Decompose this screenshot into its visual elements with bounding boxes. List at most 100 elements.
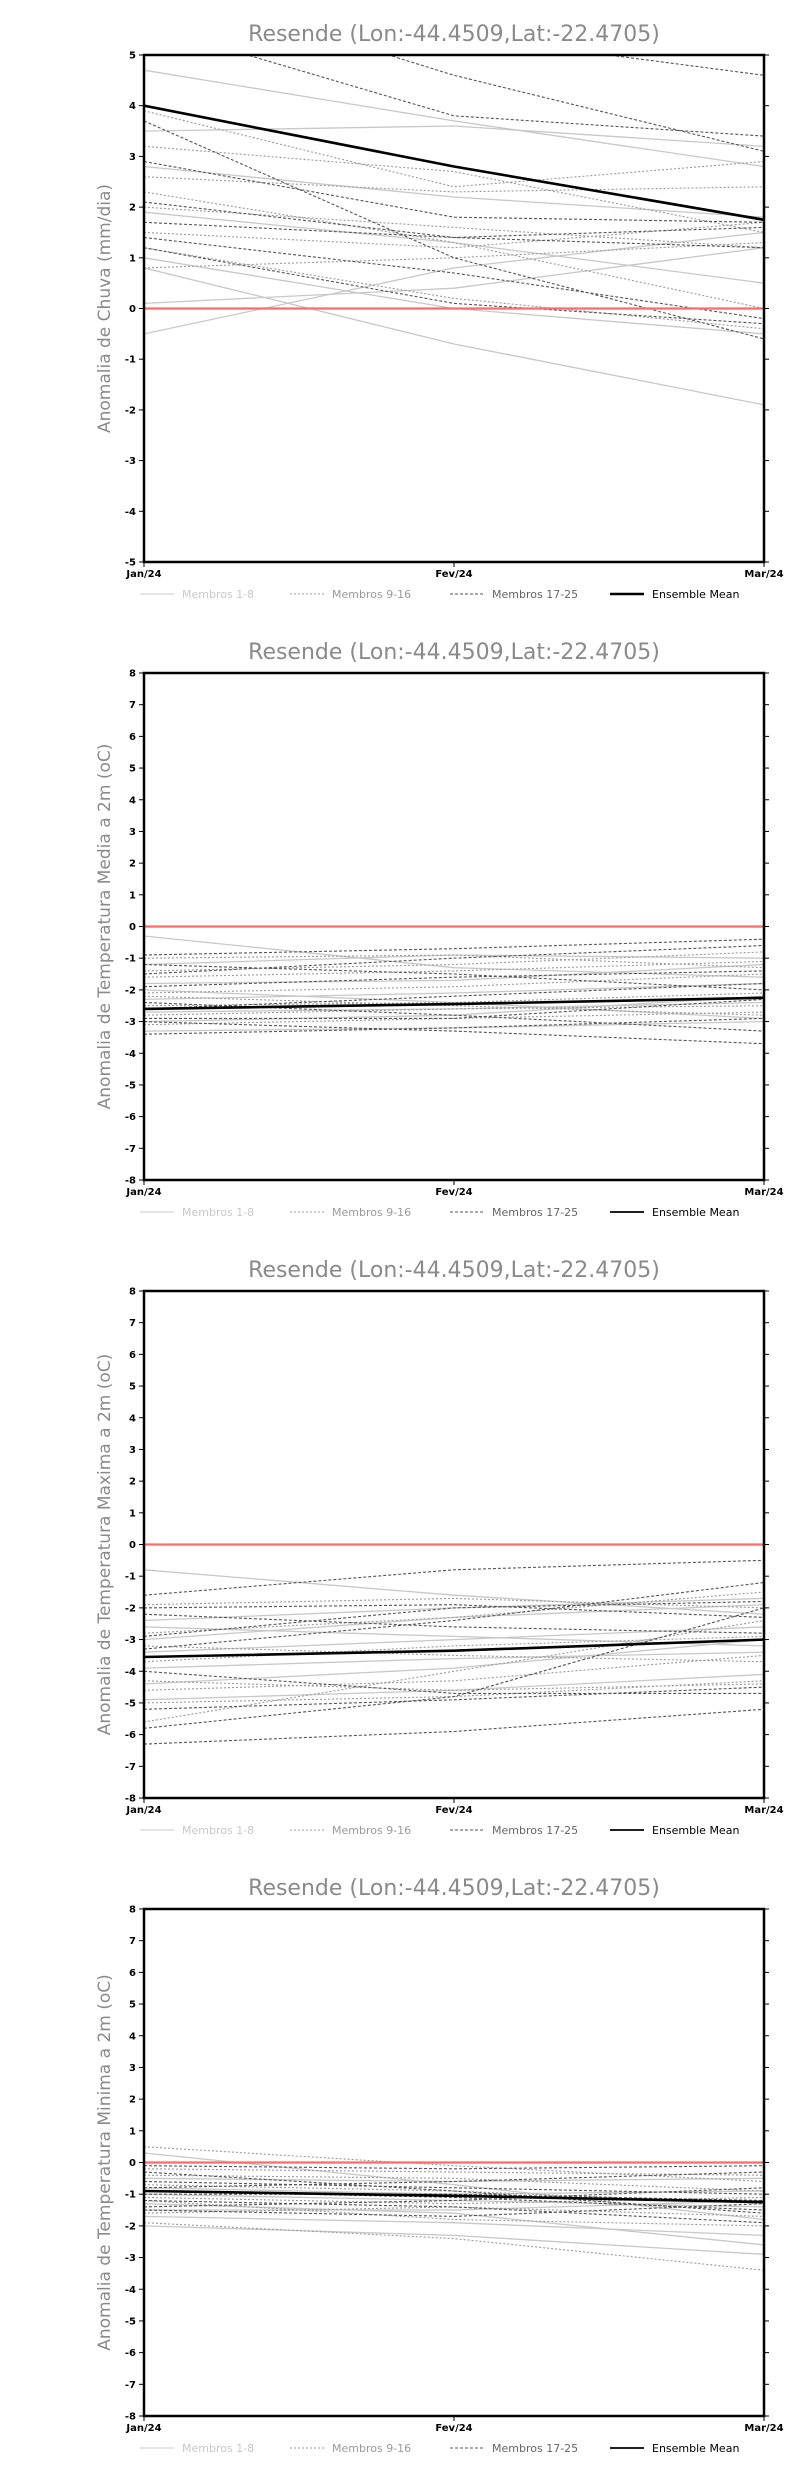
series-line-member bbox=[144, 2165, 764, 2170]
legend: Membros 1-8 Membros 9-16 Membros 17-25 Ense… bbox=[140, 2442, 739, 2455]
legend-label: Ensemble Mean bbox=[652, 1206, 739, 1219]
series-line-member bbox=[144, 211, 764, 284]
y-tick-label: 3 bbox=[129, 152, 136, 163]
series-line-member bbox=[144, 1600, 764, 1637]
series-line-member bbox=[144, 2193, 764, 2202]
series-line-member bbox=[144, 1680, 764, 1704]
y-tick-label: 5 bbox=[129, 1382, 136, 1393]
y-tick-label: -6 bbox=[125, 1112, 136, 1123]
y-tick-label: 7 bbox=[129, 700, 136, 711]
x-tick-label: Fev/24 bbox=[435, 1805, 472, 1816]
y-tick-label: -5 bbox=[125, 1698, 136, 1709]
series-line-member bbox=[144, 1673, 764, 1701]
series-line-member bbox=[144, 120, 764, 340]
series-line-member bbox=[144, 1635, 764, 1663]
x-tick-label: Mar/24 bbox=[744, 1805, 783, 1816]
y-tick-label: -7 bbox=[125, 1144, 136, 1155]
y-tick-label: -6 bbox=[125, 2348, 136, 2359]
series-line-member bbox=[144, 951, 764, 972]
series-line-member bbox=[144, 1613, 764, 1634]
y-tick-label: -3 bbox=[125, 1635, 136, 1646]
x-tick-label: Jan/24 bbox=[125, 2423, 161, 2434]
series-line-member bbox=[144, 960, 764, 978]
series-line-member bbox=[144, 221, 764, 249]
series-line-member bbox=[144, 1651, 764, 1669]
series-line-ensemble-mean bbox=[144, 2189, 764, 2204]
legend-label: Ensemble Mean bbox=[652, 2442, 739, 2455]
series-line-member bbox=[144, 201, 764, 249]
y-tick-label: 0 bbox=[129, 1540, 136, 1551]
series-line-member bbox=[144, 191, 764, 310]
series-line-member bbox=[144, 247, 764, 325]
chart-title: Resende (Lon:-44.4509,Lat:-22.4705) bbox=[248, 640, 660, 665]
series-line-member bbox=[144, 2203, 764, 2217]
series-line-member bbox=[144, 125, 764, 147]
y-tick-label: 3 bbox=[129, 827, 136, 838]
series-line-member bbox=[386, 55, 764, 152]
chart-panel-3: Resende (Lon:-44.4509,Lat:-22.4705) Anoma… bbox=[95, 1258, 784, 1837]
y-tick-label: -2 bbox=[125, 2221, 136, 2232]
y-tick-label: -6 bbox=[125, 1730, 136, 1741]
plot-frame bbox=[142, 1907, 766, 2418]
x-tick-label: Mar/24 bbox=[744, 1187, 783, 1198]
series-line-member bbox=[144, 992, 764, 1007]
y-tick-label: 3 bbox=[129, 2063, 136, 2074]
series-line-member bbox=[144, 2146, 764, 2183]
plot-area bbox=[144, 1543, 764, 1745]
y-tick-label: 4 bbox=[129, 2031, 136, 2042]
series-line-member bbox=[144, 206, 764, 249]
y-tick-label: -8 bbox=[125, 1794, 136, 1805]
legend-label: Membros 17-25 bbox=[492, 1206, 578, 1219]
series-line-member bbox=[144, 982, 764, 1001]
y-tick-label: -4 bbox=[125, 507, 136, 518]
chart-panel-1: Resende (Lon:-44.4509,Lat:-22.4705) Anoma… bbox=[95, 22, 784, 601]
series-line-member bbox=[144, 1559, 764, 1596]
series-line-member bbox=[144, 1619, 764, 1723]
y-tick-label: -1 bbox=[125, 355, 136, 366]
chart-panel-2: Resende (Lon:-44.4509,Lat:-22.4705) Anoma… bbox=[95, 640, 784, 1219]
y-tick-label: 0 bbox=[129, 304, 136, 315]
series-line-member bbox=[144, 1604, 764, 1641]
y-tick-label: -2 bbox=[125, 405, 136, 416]
x-tick-label: Fev/24 bbox=[435, 2423, 472, 2434]
y-tick-label: -4 bbox=[125, 2285, 136, 2296]
y-tick-label: -2 bbox=[125, 1603, 136, 1614]
series-line-member bbox=[144, 1001, 764, 1013]
series-line-member bbox=[144, 2215, 764, 2237]
series-line-member bbox=[144, 970, 764, 988]
series-line-member bbox=[144, 998, 764, 1019]
y-tick-label: 2 bbox=[129, 2095, 136, 2106]
y-tick-label: 5 bbox=[129, 764, 136, 775]
legend: Membros 1-8 Membros 9-16 Membros 17-25 Ense… bbox=[140, 588, 739, 601]
plot-area bbox=[144, 925, 764, 1045]
chart-title: Resende (Lon:-44.4509,Lat:-22.4705) bbox=[248, 1876, 660, 1901]
legend-label: Membros 17-25 bbox=[492, 588, 578, 601]
y-tick-label: 6 bbox=[129, 732, 136, 743]
legend-label: Ensemble Mean bbox=[652, 1824, 739, 1837]
plot-frame bbox=[142, 1289, 766, 1800]
x-tick-label: Jan/24 bbox=[125, 1805, 161, 1816]
series-line-member bbox=[144, 160, 764, 223]
y-axis-label: Anomalia de Chuva (mm/dia) bbox=[95, 184, 115, 433]
series-line-member bbox=[144, 1597, 764, 1609]
legend-label: Membros 17-25 bbox=[492, 1824, 578, 1837]
plot-frame bbox=[142, 671, 766, 1182]
y-tick-label: 8 bbox=[129, 1905, 136, 1916]
series-line-member bbox=[144, 2199, 764, 2224]
y-tick-label: 1 bbox=[129, 2126, 136, 2137]
legend-label: Membros 17-25 bbox=[492, 2442, 578, 2455]
series-line-member bbox=[144, 165, 764, 218]
chart-panel-4: Resende (Lon:-44.4509,Lat:-22.4705) Anoma… bbox=[95, 1876, 784, 2455]
series-line-member bbox=[144, 2225, 764, 2256]
series-line-member bbox=[144, 2187, 764, 2208]
x-tick-label: Mar/24 bbox=[744, 569, 783, 580]
y-tick-label: -4 bbox=[125, 1667, 136, 1678]
series-line-member bbox=[144, 1654, 764, 1691]
series-line-member bbox=[144, 2168, 764, 2176]
y-tick-label: -2 bbox=[125, 985, 136, 996]
legend-label: Membros 1-8 bbox=[182, 2442, 254, 2455]
series-line-member bbox=[144, 1686, 764, 1710]
x-tick-label: Mar/24 bbox=[744, 2423, 783, 2434]
series-line-member bbox=[144, 1638, 764, 1685]
y-tick-label: -4 bbox=[125, 1049, 136, 1060]
